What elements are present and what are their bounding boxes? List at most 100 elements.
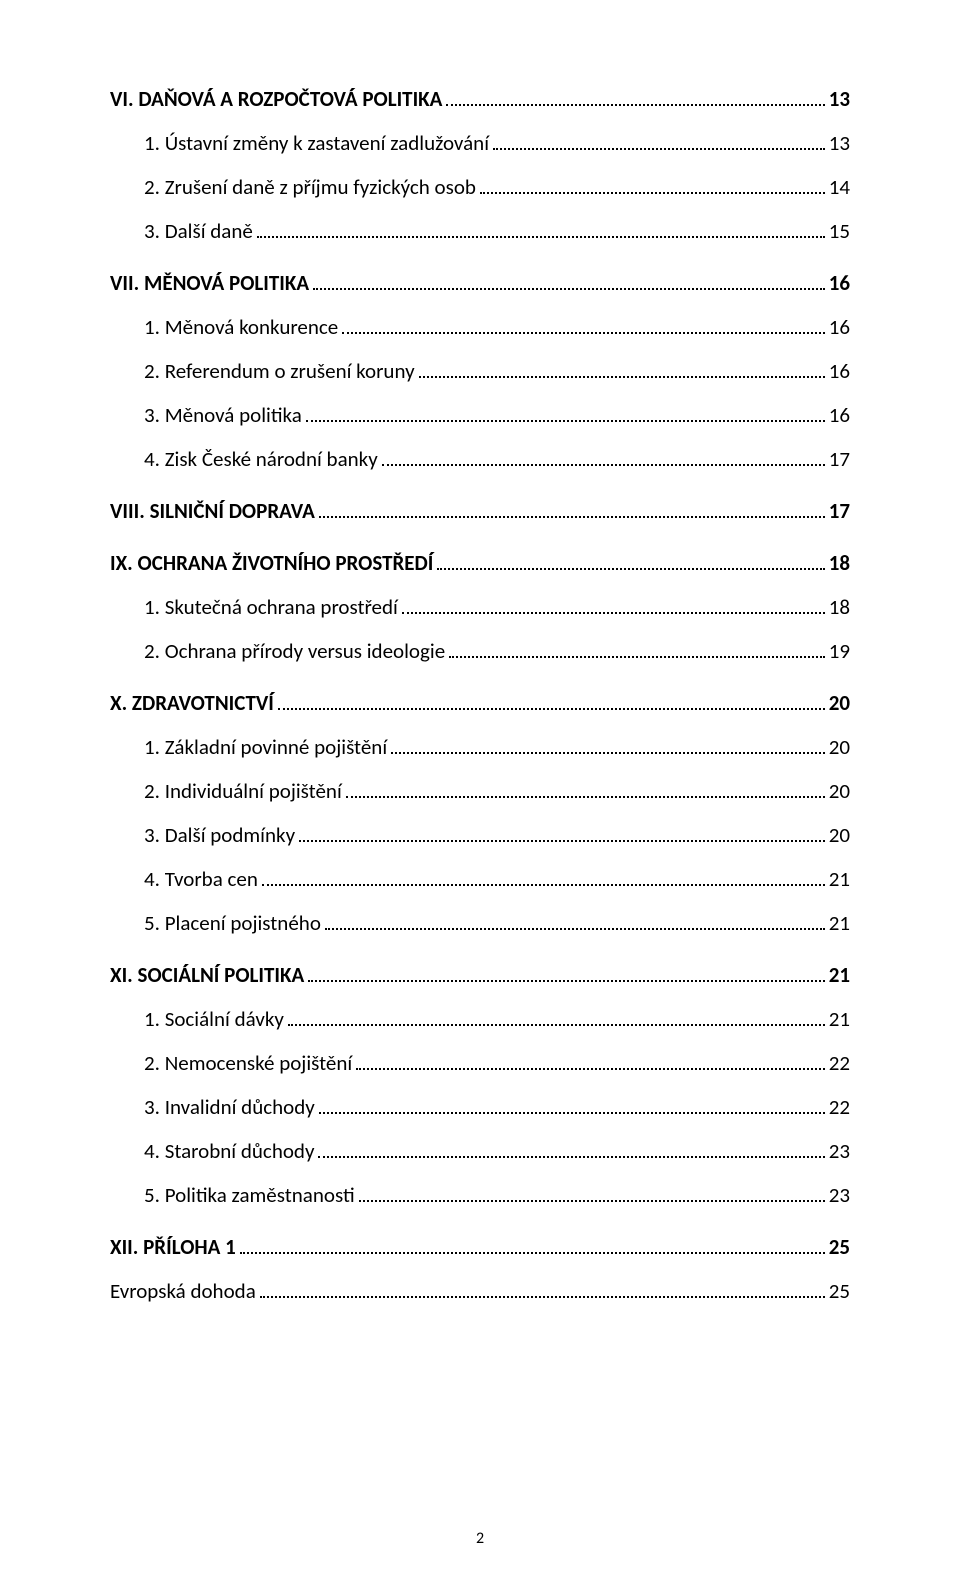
toc-dot-leader (278, 691, 825, 710)
toc-item-row: 2. Individuální pojištění 20 (144, 778, 850, 804)
toc-dot-leader (260, 1279, 825, 1298)
toc-page-number: 18 (829, 550, 850, 576)
toc-dot-leader (446, 87, 824, 106)
toc-item-row: Evropská dohoda25 (110, 1278, 850, 1304)
toc-dot-leader (480, 175, 825, 194)
toc-page-number: 16 (829, 270, 850, 296)
toc-section-row: IX. OCHRANA ŽIVOTNÍHO PROSTŘEDÍ 18 (110, 550, 850, 576)
toc-page-number: 16 (829, 358, 850, 384)
toc-page-number: 25 (829, 1234, 850, 1260)
table-of-contents: VI. DAŇOVÁ A ROZPOČTOVÁ POLITIKA13 1. Úst… (110, 86, 850, 1304)
toc-section-row: VI. DAŇOVÁ A ROZPOČTOVÁ POLITIKA13 (110, 86, 850, 112)
toc-dot-leader (493, 131, 825, 150)
toc-item-row: 1. Ústavní změny k zastavení zadlužování… (144, 130, 850, 156)
toc-label: 1. Měnová konkurence (144, 314, 338, 340)
toc-dot-leader (240, 1235, 825, 1254)
toc-label: 3. Další podmínky (144, 822, 295, 848)
toc-page-number: 18 (829, 594, 850, 620)
toc-label: X. ZDRAVOTNICTVÍ (110, 690, 274, 716)
toc-item-row: 4. Starobní důchody 23 (144, 1138, 850, 1164)
toc-item-row: 1. Měnová konkurence 16 (144, 314, 850, 340)
document-page: VI. DAŇOVÁ A ROZPOČTOVÁ POLITIKA13 1. Úst… (0, 0, 960, 1588)
toc-page-number: 19 (829, 638, 850, 664)
toc-dot-leader (306, 403, 825, 422)
toc-page-number: 20 (829, 778, 850, 804)
toc-label: 3. Další daně (144, 218, 253, 244)
toc-page-number: 13 (829, 86, 850, 112)
toc-page-number: 21 (829, 910, 850, 936)
toc-dot-leader (419, 359, 825, 378)
toc-label: 2. Referendum o zrušení koruny (144, 358, 415, 384)
toc-item-row: 3. Invalidní důchody 22 (144, 1094, 850, 1120)
toc-item-row: 1. Sociální dávky 21 (144, 1006, 850, 1032)
toc-item-row: 5. Placení pojistného 21 (144, 910, 850, 936)
toc-dot-leader (391, 735, 825, 754)
toc-page-number: 20 (829, 822, 850, 848)
toc-label: 2. Zrušení daně z příjmu fyzických osob (144, 174, 476, 200)
toc-page-number: 22 (829, 1050, 850, 1076)
toc-dot-leader (359, 1183, 825, 1202)
toc-dot-leader (402, 595, 825, 614)
toc-item-row: 4. Tvorba cen 21 (144, 866, 850, 892)
toc-page-number: 21 (829, 1006, 850, 1032)
toc-label: 2. Ochrana přírody versus ideologie (144, 638, 445, 664)
toc-label: 1. Základní povinné pojištění (144, 734, 387, 760)
toc-label: 4. Starobní důchody (144, 1138, 314, 1164)
toc-item-row: 2. Zrušení daně z příjmu fyzických osob 1… (144, 174, 850, 200)
toc-dot-leader (325, 911, 825, 930)
toc-dot-leader (346, 779, 825, 798)
toc-page-number: 15 (829, 218, 850, 244)
toc-page-number: 20 (829, 734, 850, 760)
toc-item-row: 2. Nemocenské pojištění22 (144, 1050, 850, 1076)
toc-page-number: 13 (829, 130, 850, 156)
toc-dot-leader (342, 315, 824, 334)
toc-item-row: 1. Základní povinné pojištění 20 (144, 734, 850, 760)
toc-item-row: 2. Ochrana přírody versus ideologie 19 (144, 638, 850, 664)
toc-section-row: VIII. SILNIČNÍ DOPRAVA 17 (110, 498, 850, 524)
toc-dot-leader (319, 499, 825, 518)
toc-dot-leader (308, 963, 824, 982)
toc-dot-leader (262, 867, 825, 886)
toc-page-number: 17 (829, 498, 850, 524)
toc-label: 1. Sociální dávky (144, 1006, 284, 1032)
toc-dot-leader (319, 1095, 825, 1114)
toc-page-number: 17 (829, 446, 850, 472)
toc-dot-leader (299, 823, 825, 842)
toc-label: VIII. SILNIČNÍ DOPRAVA (110, 498, 315, 524)
toc-page-number: 16 (829, 314, 850, 340)
toc-page-number: 23 (829, 1182, 850, 1208)
toc-label: 5. Placení pojistného (144, 910, 321, 936)
toc-page-number: 25 (829, 1278, 850, 1304)
toc-page-number: 22 (829, 1094, 850, 1120)
toc-item-row: 3. Další podmínky 20 (144, 822, 850, 848)
toc-dot-leader (356, 1051, 824, 1070)
toc-section-row: XII. PŘÍLOHA 125 (110, 1234, 850, 1260)
toc-page-number: 21 (829, 866, 850, 892)
toc-page-number: 14 (829, 174, 850, 200)
toc-dot-leader (288, 1007, 825, 1026)
toc-item-row: 3. Měnová politika16 (144, 402, 850, 428)
toc-dot-leader (257, 219, 825, 238)
toc-page-number: 23 (829, 1138, 850, 1164)
toc-page-number: 16 (829, 402, 850, 428)
toc-label: IX. OCHRANA ŽIVOTNÍHO PROSTŘEDÍ (110, 550, 433, 576)
toc-label: 3. Invalidní důchody (144, 1094, 315, 1120)
toc-item-row: 1. Skutečná ochrana prostředí 18 (144, 594, 850, 620)
toc-label: XI. SOCIÁLNÍ POLITIKA (110, 962, 304, 988)
toc-label: 4. Zisk České národní banky (144, 446, 378, 472)
toc-item-row: 4. Zisk České národní banky 17 (144, 446, 850, 472)
toc-page-number: 21 (829, 962, 850, 988)
toc-section-row: XI. SOCIÁLNÍ POLITIKA 21 (110, 962, 850, 988)
toc-page-number: 20 (829, 690, 850, 716)
toc-item-row: 5. Politika zaměstnanosti 23 (144, 1182, 850, 1208)
toc-label: 1. Skutečná ochrana prostředí (144, 594, 398, 620)
toc-label: 2. Individuální pojištění (144, 778, 342, 804)
toc-section-row: VII. MĚNOVÁ POLITIKA 16 (110, 270, 850, 296)
toc-label: 1. Ústavní změny k zastavení zadlužování (144, 130, 489, 156)
toc-dot-leader (318, 1139, 824, 1158)
toc-label: 5. Politika zaměstnanosti (144, 1182, 355, 1208)
toc-dot-leader (313, 271, 825, 290)
toc-label: 4. Tvorba cen (144, 866, 258, 892)
toc-item-row: 3. Další daně 15 (144, 218, 850, 244)
toc-label: VII. MĚNOVÁ POLITIKA (110, 270, 309, 296)
